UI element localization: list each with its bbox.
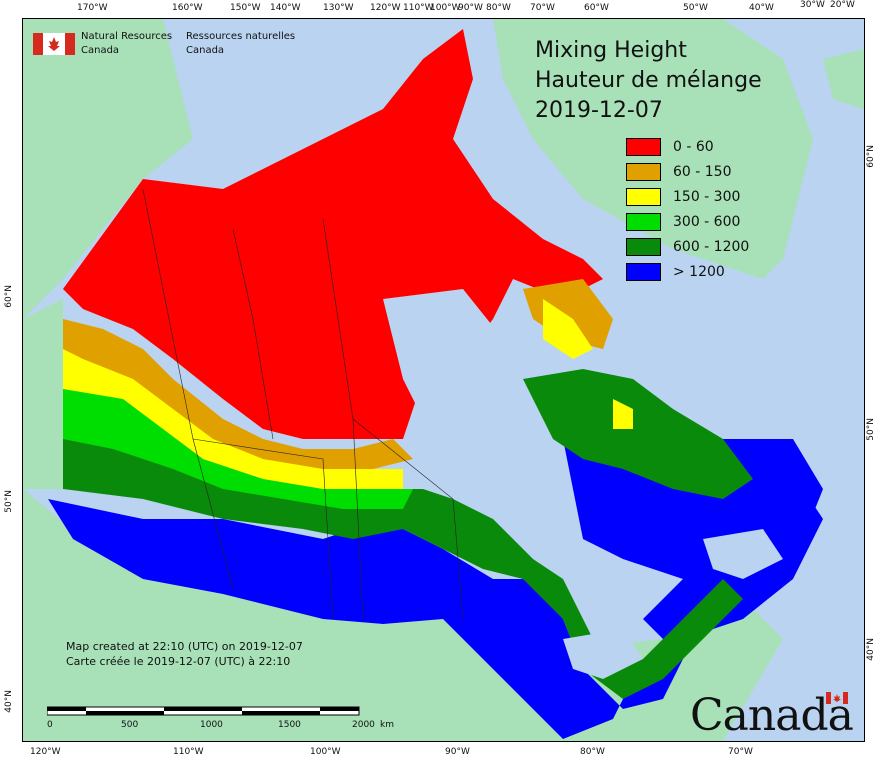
scale-tick-label: 1000 bbox=[200, 720, 223, 730]
james-bay bbox=[473, 419, 513, 479]
longitude-label-bottom: 100°W bbox=[310, 747, 341, 757]
legend: 0 - 60 60 - 150 150 - 300 300 - 600 600 - 12… bbox=[626, 134, 749, 284]
title-french: Hauteur de mélange bbox=[535, 68, 762, 93]
map-title: Mixing Height Hauteur de mélange 2019-12… bbox=[535, 36, 762, 126]
legend-item: > 1200 bbox=[626, 259, 749, 284]
legend-item: 150 - 300 bbox=[626, 184, 749, 209]
boundaries bbox=[142, 188, 464, 620]
longitude-label-top: 30°W bbox=[800, 0, 825, 10]
legend-swatch bbox=[626, 237, 661, 256]
zone-600-1200-central bbox=[63, 429, 743, 699]
scale-bar: 0 500 1000 1500 2000 km bbox=[46, 704, 394, 730]
legend-item: 600 - 1200 bbox=[626, 234, 749, 259]
scale-tick-label: 500 bbox=[121, 720, 139, 730]
legend-label: 150 - 300 bbox=[673, 188, 741, 205]
canada-flag-icon bbox=[33, 33, 75, 55]
creation-note: Map created at 22:10 (UTC) on 2019-12-07… bbox=[66, 639, 303, 669]
zone-60-150 bbox=[63, 319, 413, 469]
latitude-label-left: 60°N bbox=[4, 285, 14, 308]
legend-swatch bbox=[626, 187, 661, 206]
longitude-label-top: 160°W bbox=[172, 3, 203, 13]
zone-150-300-labrador bbox=[543, 299, 593, 359]
wordmark-flag-icon bbox=[826, 692, 848, 704]
longitude-label-top: 100°W bbox=[430, 3, 461, 13]
legend-swatch bbox=[626, 162, 661, 181]
agency-fr-line1: Ressources naturelles bbox=[186, 31, 296, 42]
title-english: Mixing Height bbox=[535, 38, 687, 63]
zone-over-1200-south bbox=[48, 489, 823, 739]
longitude-label-top: 80°W bbox=[486, 3, 511, 13]
alaska-landmass bbox=[23, 19, 193, 319]
legend-label: 300 - 600 bbox=[673, 213, 741, 230]
legend-item: 60 - 150 bbox=[626, 159, 749, 184]
scale-tick-label: 1500 bbox=[278, 720, 301, 730]
scale-tick-label: 0 bbox=[47, 720, 53, 730]
agency-fr-line2: Canada bbox=[186, 45, 225, 56]
longitude-label-bottom: 120°W bbox=[30, 747, 61, 757]
longitude-label-bottom: 80°W bbox=[580, 747, 605, 757]
longitude-label-top: 40°W bbox=[749, 3, 774, 13]
longitude-label-bottom: 110°W bbox=[173, 747, 204, 757]
legend-label: > 1200 bbox=[673, 263, 725, 280]
agency-en-line1: Natural Resources bbox=[81, 31, 173, 42]
legend-swatch bbox=[626, 137, 661, 156]
iceland-landmass bbox=[823, 49, 864, 109]
scale-tick-label: 2000 bbox=[352, 720, 375, 730]
longitude-label-top: 140°W bbox=[270, 3, 301, 13]
scale-bar-graphic bbox=[46, 706, 360, 716]
longitude-label-top: 20°W bbox=[830, 0, 855, 10]
zone-60-150-labrador bbox=[523, 279, 613, 349]
latitude-label-right: 50°N bbox=[866, 418, 876, 441]
latitude-label-left: 40°N bbox=[4, 690, 14, 713]
great-lakes bbox=[563, 629, 643, 679]
legend-label: 0 - 60 bbox=[673, 138, 714, 155]
longitude-label-top: 150°W bbox=[230, 3, 261, 13]
map-area bbox=[22, 18, 865, 742]
legend-label: 600 - 1200 bbox=[673, 238, 750, 255]
longitude-label-top: 110°W bbox=[403, 3, 434, 13]
latitude-label-right: 60°N bbox=[866, 145, 876, 168]
map-svg bbox=[23, 19, 864, 741]
longitude-label-top: 170°W bbox=[77, 3, 108, 13]
longitude-label-top: 70°W bbox=[530, 3, 555, 13]
longitude-label-top: 60°W bbox=[584, 3, 609, 13]
scale-unit: km bbox=[380, 720, 394, 730]
latitude-label-right: 40°N bbox=[866, 638, 876, 661]
longitude-label-top: 50°W bbox=[683, 3, 708, 13]
legend-item: 300 - 600 bbox=[626, 209, 749, 234]
legend-item: 0 - 60 bbox=[626, 134, 749, 159]
agency-en-line2: Canada bbox=[81, 45, 120, 56]
creation-note-fr: Carte créée le 2019-12-07 (UTC) à 22:10 bbox=[66, 655, 291, 668]
usa-landmass bbox=[23, 489, 783, 741]
latitude-label-left: 50°N bbox=[4, 490, 14, 513]
legend-swatch bbox=[626, 212, 661, 231]
gulf-st-lawrence bbox=[703, 529, 783, 579]
title-date: 2019-12-07 bbox=[535, 98, 663, 123]
longitude-label-top: 90°W bbox=[458, 3, 483, 13]
legend-label: 60 - 150 bbox=[673, 163, 732, 180]
zone-600-1200-quebec bbox=[523, 369, 753, 499]
longitude-label-bottom: 90°W bbox=[445, 747, 470, 757]
bc-coast-landmass bbox=[23, 299, 63, 489]
hudson-bay bbox=[383, 289, 503, 419]
legend-swatch bbox=[626, 262, 661, 281]
longitude-label-top: 120°W bbox=[370, 3, 401, 13]
creation-note-en: Map created at 22:10 (UTC) on 2019-12-07 bbox=[66, 640, 303, 653]
zone-150-300-quebec bbox=[613, 399, 633, 429]
longitude-label-top: 130°W bbox=[323, 3, 354, 13]
longitude-label-bottom: 70°W bbox=[728, 747, 753, 757]
